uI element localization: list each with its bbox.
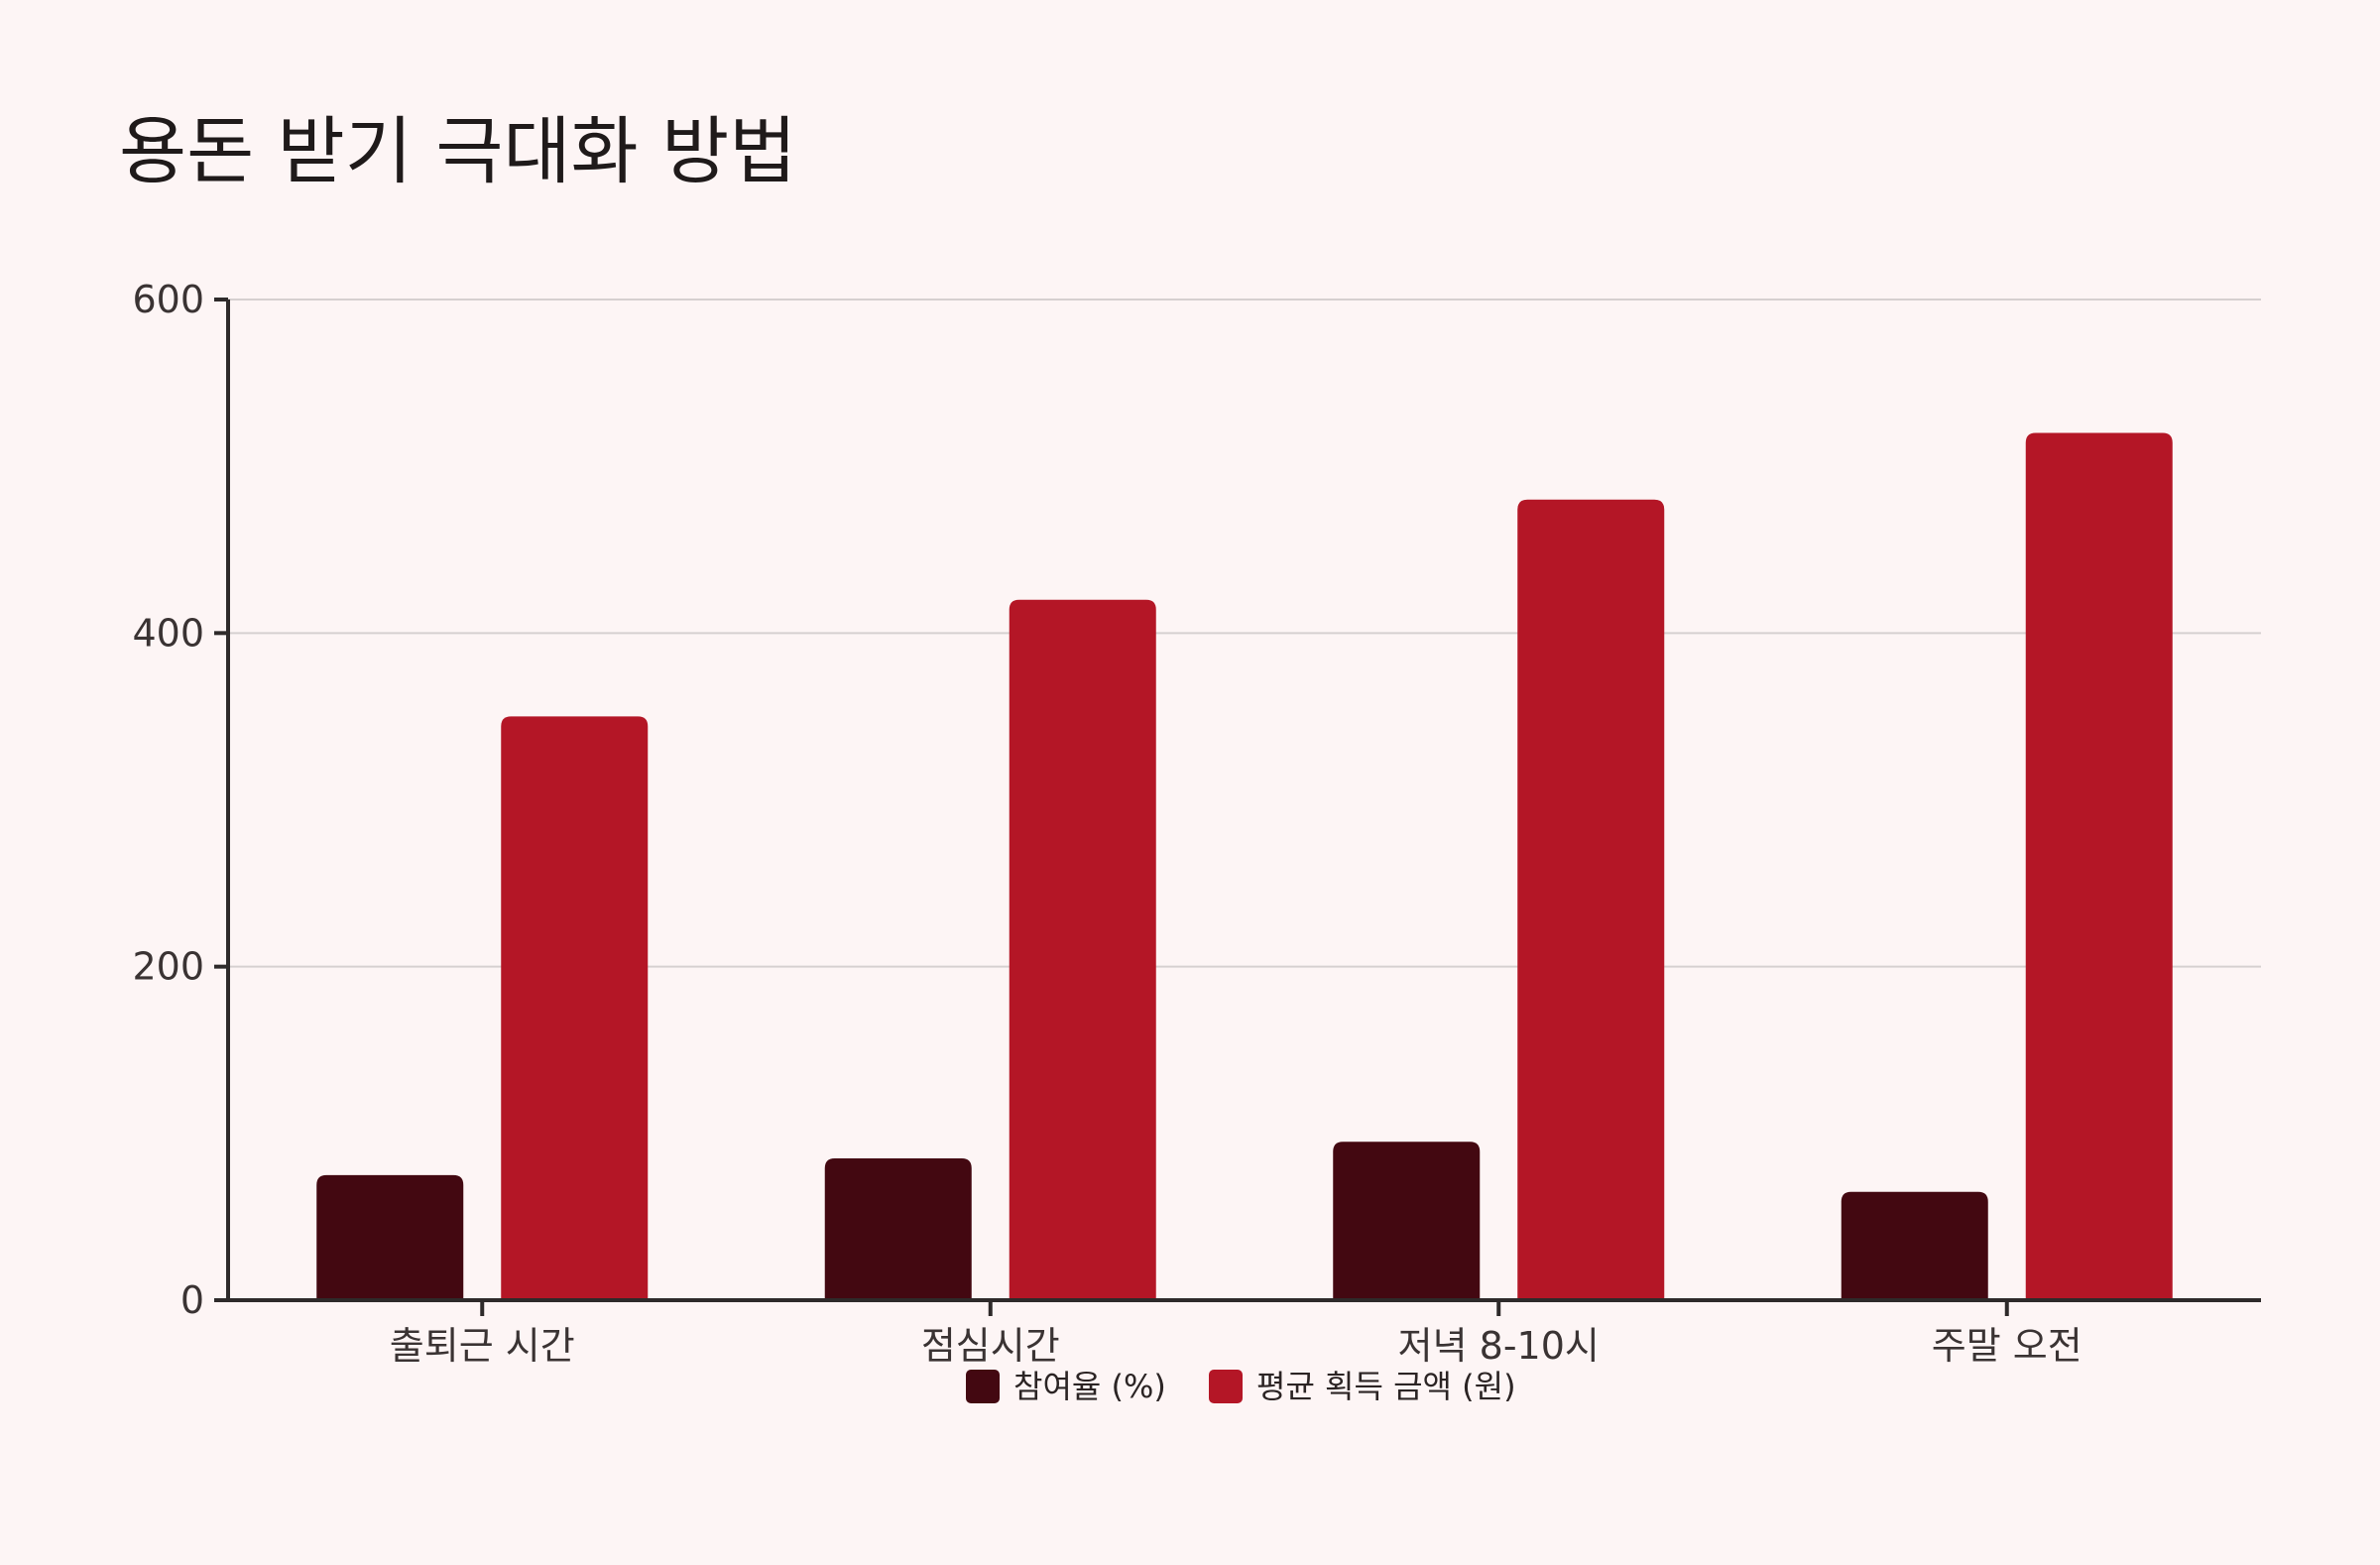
legend: 참여율 (%) 평균 획득 금액 (원) (966, 1368, 1516, 1405)
tick-labels: 0 200 400 600 출퇴근 시간 점심시간 저녁 8-10시 주말 오전 (132, 278, 2082, 1368)
y-tick-label: 600 (132, 278, 204, 321)
chart-title: 용돈 받기 극대화 방법 (119, 109, 796, 194)
x-tick-label: 출퇴근 시간 (390, 1324, 575, 1368)
legend-swatch-1 (1209, 1370, 1243, 1403)
legend-swatch-0 (966, 1370, 1000, 1403)
bar-series-0-3 (1841, 1191, 1988, 1300)
bar-series-0-0 (316, 1174, 464, 1300)
x-tick-label: 주말 오전 (1932, 1324, 2082, 1368)
bar-series-1-3 (2025, 432, 2173, 1300)
bar-series-0-2 (1333, 1142, 1481, 1300)
axes (214, 298, 2261, 1316)
bar-series-1-2 (1517, 499, 1665, 1300)
y-tick-label: 0 (180, 1278, 204, 1322)
y-tick-label: 400 (132, 611, 204, 655)
bars (316, 432, 2173, 1300)
legend-label-1: 평균 획득 금액 (원) (1256, 1368, 1516, 1405)
bar-series-0-1 (824, 1158, 972, 1300)
y-tick-label: 200 (132, 945, 204, 989)
x-tick-label: 저녁 8-10시 (1398, 1324, 1600, 1368)
bar-series-1-0 (501, 716, 649, 1300)
bar-series-1-1 (1009, 599, 1156, 1300)
x-tick-label: 점심시간 (921, 1324, 1060, 1368)
legend-label-0: 참여율 (%) (1013, 1368, 1166, 1405)
